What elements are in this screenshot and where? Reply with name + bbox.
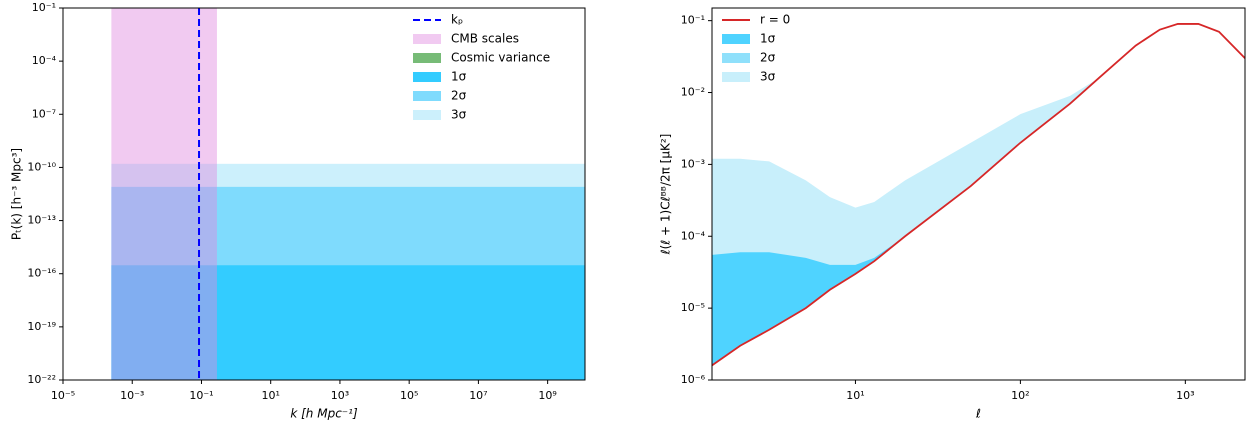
y-tick-label: 10⁻³	[681, 157, 705, 170]
legend-swatch	[413, 110, 441, 120]
legend-label: 1σ	[760, 32, 776, 46]
x-tick-label: 10²	[1011, 389, 1029, 402]
legend-label: 3σ	[451, 108, 467, 122]
data-line	[711, 23, 1246, 367]
legend-swatch	[722, 53, 750, 63]
x-axis-label: ℓ	[975, 407, 981, 421]
x-tick-label: 10⁵	[400, 389, 418, 402]
legend-swatch	[413, 72, 441, 82]
band	[111, 8, 217, 380]
x-tick-label: 10³	[1176, 389, 1194, 402]
x-axis-label: k [h Mpc⁻¹]	[290, 407, 358, 421]
y-tick-label: 10⁻¹⁰	[27, 160, 56, 173]
y-tick-label: 10⁻⁴	[32, 54, 57, 67]
x-tick-label: 10⁻⁵	[51, 389, 75, 402]
y-tick-label: 10⁻²	[681, 86, 705, 99]
y-tick-label: 10⁻⁴	[681, 229, 706, 242]
panel: 10⁻⁵ 10⁻³ 10⁻¹ 10¹ 10³ 10⁵ 10⁷ 10⁹ 10⁻²² 10⁻¹⁹ 10⁻…	[10, 1, 586, 421]
x-tick-label: 10¹	[846, 389, 864, 402]
legend-label: 2σ	[760, 51, 776, 65]
y-tick-label: 10⁻¹	[32, 1, 56, 14]
x-tick-label: 10³	[331, 389, 349, 402]
panel: 10¹ 10² 10³ 10⁻⁶ 10⁻⁵ 10⁻⁴ 10⁻³ 10⁻² 10⁻¹ ℓ ℓ(ℓ + …	[659, 7, 1246, 421]
y-axis-label: ℓ(ℓ + 1)Cℓᴮᴮ/2π [μK²]	[659, 134, 673, 256]
legend-label: 3σ	[760, 70, 776, 84]
legend-swatch	[722, 72, 750, 82]
y-tick-label: 10⁻¹⁶	[27, 267, 56, 280]
legend-swatch	[722, 34, 750, 44]
legend-label: kₚ	[451, 13, 463, 27]
legend-label: Cosmic variance	[451, 51, 550, 65]
plot-frame	[711, 7, 1246, 381]
confidence-band	[712, 236, 906, 366]
x-tick-label: 10⁷	[469, 389, 487, 402]
y-axis-label: Pₜ(k) [h⁻³ Mpc³]	[10, 148, 24, 240]
y-tick-label: 10⁻⁶	[681, 373, 706, 386]
legend-swatch	[413, 53, 441, 63]
legend-label: r = 0	[760, 13, 790, 27]
y-tick-label: 10⁻¹⁹	[27, 320, 56, 333]
x-tick-label: 10¹	[261, 389, 279, 402]
y-tick-label: 10⁻¹³	[27, 214, 56, 227]
x-tick-label: 10⁹	[538, 389, 556, 402]
y-tick-label: 10⁻²²	[27, 373, 56, 386]
plot-frame	[62, 7, 586, 381]
legend-swatch	[413, 91, 441, 101]
y-tick-label: 10⁻⁷	[32, 107, 56, 120]
band	[111, 265, 586, 380]
y-tick-label: 10⁻⁵	[681, 301, 705, 314]
y-tick-label: 10⁻¹	[681, 14, 705, 27]
legend-label: 1σ	[451, 70, 467, 84]
legend-label: CMB scales	[451, 32, 519, 46]
legend-swatch	[413, 34, 441, 44]
x-tick-label: 10⁻³	[120, 389, 144, 402]
x-tick-label: 10⁻¹	[189, 389, 213, 402]
legend-label: 2σ	[451, 89, 467, 103]
